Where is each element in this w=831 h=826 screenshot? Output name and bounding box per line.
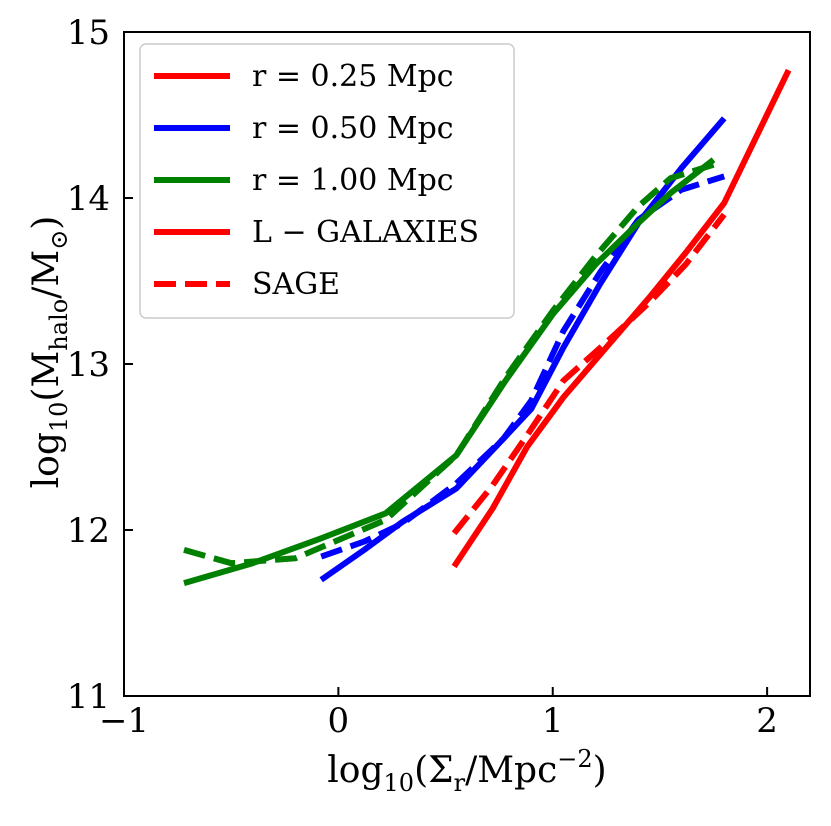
series-layer [183, 68, 792, 586]
y-tick-label: 11 [67, 677, 110, 717]
y-axis-label-rest-sub: ⊙ [45, 230, 73, 250]
y-tick-label: 15 [67, 13, 110, 53]
legend-label: r = 1.00 Mpc [252, 163, 454, 198]
series-line-4 [183, 157, 716, 586]
y-tick-label: 14 [67, 179, 110, 219]
x-axis-label-prefix: log [327, 750, 383, 791]
series-line-5 [183, 161, 715, 567]
x-axis-label-close: ) [593, 750, 607, 791]
legend-label: L − GALAXIES [252, 215, 479, 250]
legend-label: r = 0.50 Mpc [252, 111, 454, 146]
series-line-1 [451, 212, 727, 536]
legend-label: r = 0.25 Mpc [252, 59, 454, 94]
y-tick-label: 12 [67, 511, 110, 551]
legend-box [139, 43, 515, 319]
x-tick-label: 0 [328, 701, 350, 741]
y-axis-label-open: (M [26, 351, 67, 402]
x-tick-label: −1 [99, 701, 149, 741]
series-line-0 [451, 68, 792, 569]
legend: r = 0.25 Mpc r = 0.50 Mpc r = 1.00 Mpc L − … [139, 43, 515, 319]
x-axis-label: log10(Σr/Mpc−2) [327, 745, 606, 797]
y-axis-label-close: ) [26, 216, 67, 230]
x-axis-label-sup: −2 [557, 745, 592, 773]
x-tick-label: 2 [756, 701, 778, 741]
plot-frame [123, 31, 811, 697]
x-axis-label-rest: /Mpc [465, 750, 557, 791]
y-axis-label-rest: /M [26, 250, 67, 299]
y-tick-label: 13 [67, 345, 110, 385]
x-axis-label-prefix-sub: 10 [384, 769, 415, 797]
legend-label: SAGE [252, 267, 340, 302]
x-axis-label-sym-sub: r [454, 769, 466, 797]
y-axis-label-prefix: log [26, 432, 67, 488]
x-tick-label: 1 [542, 701, 564, 741]
y-axis-label-prefix-sub: 10 [45, 402, 73, 433]
series-line-3 [320, 173, 726, 560]
y-axis-label: log10(Mhalo/M⊙) [26, 216, 73, 489]
y-axis-label-sym-sub: halo [45, 299, 73, 351]
x-axis-label-open: (Σ [414, 750, 454, 791]
